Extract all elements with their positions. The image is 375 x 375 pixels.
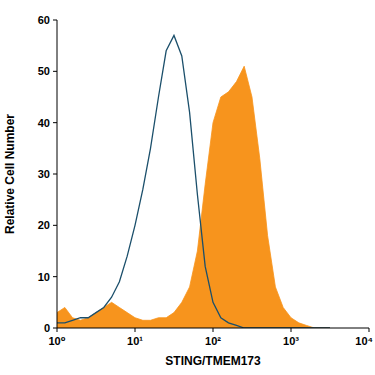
- x-tick-label: 10¹: [127, 335, 143, 347]
- x-tick-label: 10³: [283, 335, 299, 347]
- x-tick: [213, 328, 214, 332]
- y-tick: [53, 20, 57, 21]
- x-tick-label: 10²: [205, 335, 221, 347]
- y-tick-label: 60: [38, 14, 50, 26]
- y-tick-label: 10: [38, 271, 50, 283]
- y-axis-label: Relative Cell Number: [3, 114, 17, 234]
- y-tick-label: 0: [44, 322, 50, 334]
- plot-area: [57, 35, 330, 328]
- y-tick: [53, 328, 57, 329]
- y-tick-label: 50: [38, 65, 50, 77]
- x-tick: [135, 328, 136, 332]
- y-tick-label: 20: [38, 219, 50, 231]
- x-tick: [369, 328, 370, 332]
- x-tick: [291, 328, 292, 332]
- chart: 0 10 20 30 40 50 60 10⁰ 10¹ 10² 10³ 10⁴ STING/TMEM17…: [0, 0, 375, 375]
- y-tick: [53, 71, 57, 72]
- y-tick-label: 40: [38, 117, 50, 129]
- y-tick-label: 30: [38, 168, 50, 180]
- x-tick-label: 10⁰: [48, 335, 65, 347]
- histogram-outline: [57, 35, 330, 328]
- y-tick: [53, 174, 57, 175]
- y-tick: [53, 225, 57, 226]
- x-axis-label: STING/TMEM173: [165, 354, 261, 368]
- x-tick-label: 10⁴: [355, 335, 373, 347]
- histogram-fill: [57, 66, 330, 328]
- y-tick: [53, 122, 57, 123]
- y-tick: [53, 276, 57, 277]
- x-tick: [57, 328, 58, 332]
